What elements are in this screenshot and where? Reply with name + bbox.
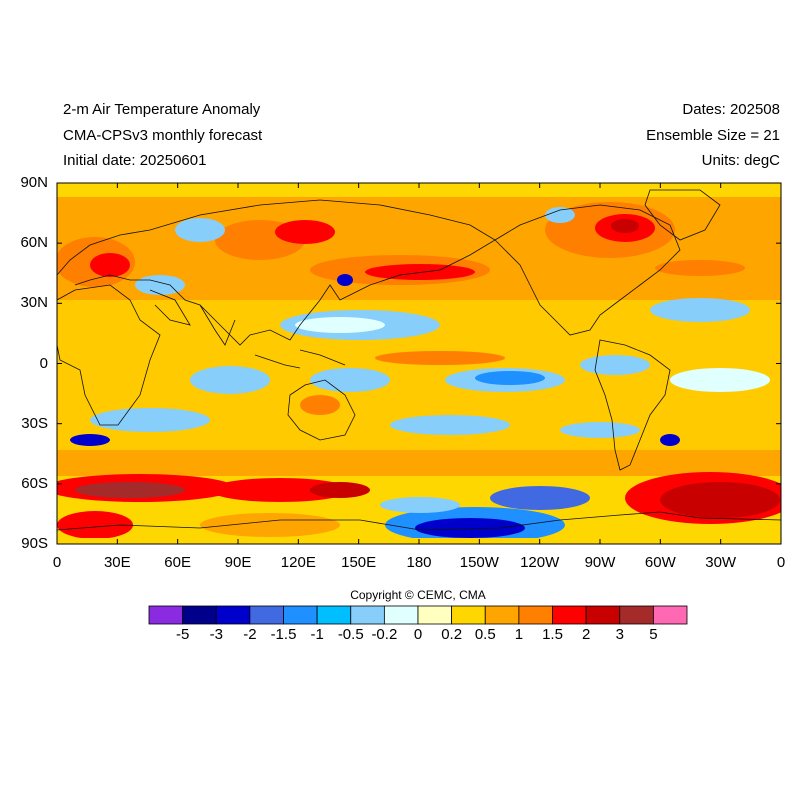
colorbar-tick-label: 2 (581, 626, 591, 643)
initial-date: Initial date: 20250601 (63, 152, 207, 169)
header-right: Dates: 202508 Ensemble Size = 21 Units: … (646, 101, 780, 178)
model-name: CMA-CPSv3 monthly forecast (63, 126, 263, 144)
lat-tick-label: 60N (20, 234, 48, 252)
coastlines (57, 189, 781, 531)
lat-tick-label: 90N (20, 174, 48, 191)
lon-tick-label: 150W (459, 554, 499, 571)
anomaly-field (57, 183, 781, 544)
colorbar-tick-label: 1 (514, 626, 524, 643)
colorbar-tick-label: -0.2 (371, 626, 398, 643)
lon-tick-label: 60W (644, 554, 676, 571)
units: Units: degC (701, 152, 780, 169)
lat-tick-label: 90S (21, 535, 48, 552)
colorbar-tick-label: -2 (243, 626, 257, 643)
dates: Dates: 202508 (682, 101, 780, 118)
colorbar-tick-label: 1.5 (542, 626, 563, 643)
lat-tick-label: 30N (20, 294, 48, 312)
lat-tick-label: 0 (39, 354, 48, 372)
colorbar-tick-label: -3 (209, 626, 223, 643)
copyright-notice: Copyright © CEMC, CMA (350, 588, 486, 602)
lon-tick-label: 30E (103, 554, 131, 571)
header-left: 2-m Air Temperature Anomaly CMA-CPSv3 mo… (63, 101, 262, 178)
map-title: 2-m Air Temperature Anomaly (63, 101, 261, 118)
lon-tick-label: 90E (224, 554, 252, 571)
lon-tick-label: 120E (280, 554, 316, 571)
colorbar-tick-label: -1.5 (270, 626, 297, 643)
colorbar-tick-label: -5 (175, 626, 190, 643)
colorbar-tick-label: 5 (649, 626, 658, 643)
colorbar-tick-label: 0.2 (441, 626, 463, 643)
ensemble-size: Ensemble Size = 21 (646, 126, 780, 144)
lon-tick-label: 0 (776, 554, 786, 571)
lon-tick-label: 180 (406, 554, 432, 571)
colorbar-tick-label: -1 (310, 626, 324, 643)
lon-tick-label: 60E (164, 554, 191, 571)
lon-tick-label: 150E (341, 554, 377, 571)
colorbar-tick-label: 3 (615, 626, 624, 643)
axis-ticks (56, 182, 782, 545)
colorbar-tick-label: 0.5 (474, 626, 496, 643)
lon-tick-label: 120W (520, 554, 560, 571)
colorbar-tick-label: 0 (413, 626, 423, 643)
lat-tick-label: 30S (21, 414, 48, 432)
colorbar-tick-label: -0.5 (337, 626, 364, 643)
lat-tick-label: 60S (21, 474, 48, 492)
lon-tick-label: 0 (52, 554, 62, 571)
lon-tick-label: 30W (705, 554, 737, 571)
lon-tick-label: 90W (584, 554, 616, 571)
